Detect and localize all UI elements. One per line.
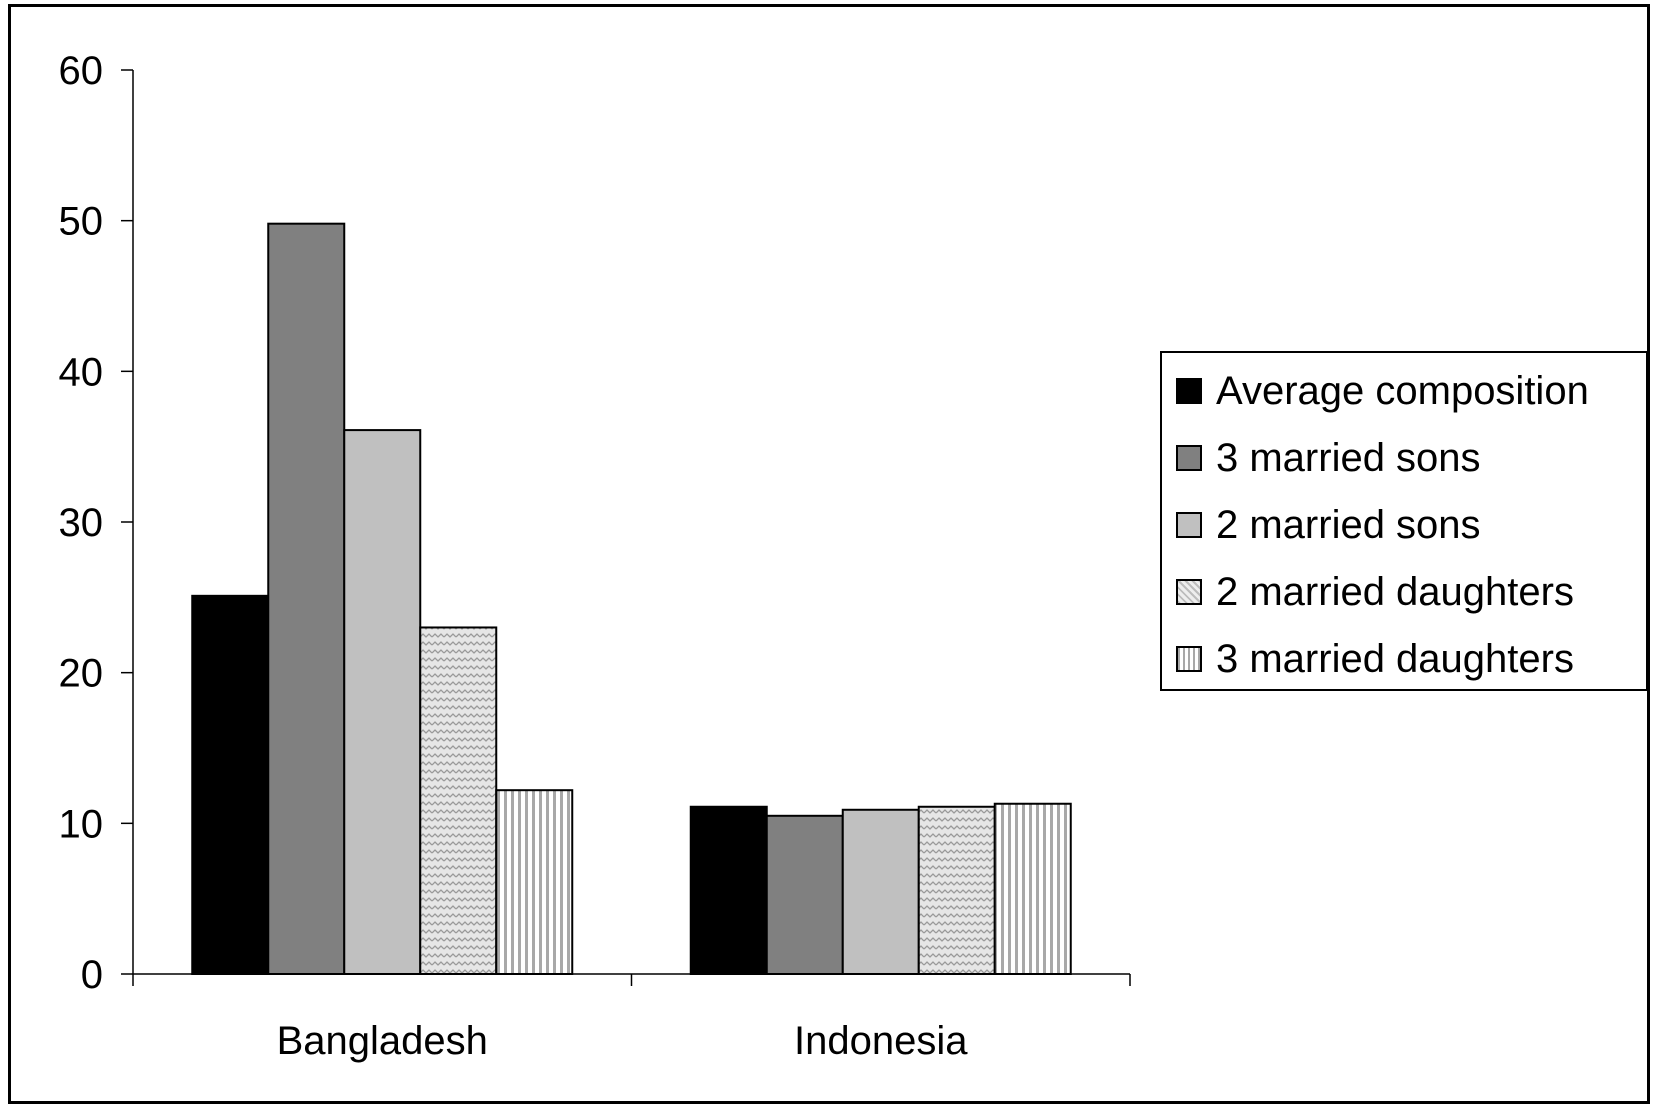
y-tick-label: 10	[59, 802, 104, 846]
legend-label: 2 married sons	[1216, 502, 1481, 547]
legend-swatch	[1176, 579, 1202, 605]
bar-4-2	[917, 805, 996, 976]
legend-label: Average composition	[1216, 368, 1589, 413]
y-tick-label: 60	[59, 49, 104, 93]
legend: Average composition 3 married sons 2 marri…	[1160, 351, 1648, 691]
y-tick-label: 30	[59, 501, 104, 545]
bar-2-1	[267, 222, 346, 975]
legend-swatch	[1176, 646, 1202, 672]
y-tick-label: 0	[81, 953, 103, 997]
legend-label: 3 married daughters	[1216, 636, 1574, 681]
bar-5-2	[993, 802, 1072, 975]
legend-item: 3 married sons	[1176, 428, 1481, 488]
category-label: Indonesia	[794, 1019, 968, 1063]
bar-1-2	[689, 805, 768, 976]
bar-3-1	[343, 429, 422, 975]
legend-item: Average composition	[1176, 361, 1589, 421]
legend-item: 3 married daughters	[1176, 629, 1574, 689]
legend-item: 2 married sons	[1176, 495, 1481, 555]
legend-swatch	[1176, 378, 1202, 404]
legend-swatch	[1176, 512, 1202, 538]
axis-labels: 0 10 20 30 40 50 60 Bangladesh Indonesia	[59, 49, 969, 1063]
y-tick-label: 40	[59, 350, 104, 394]
legend-label: 2 married daughters	[1216, 569, 1574, 614]
bar-5-1	[495, 789, 574, 975]
legend-label: 3 married sons	[1216, 435, 1481, 480]
bar-3-2	[841, 808, 920, 975]
category-label: Bangladesh	[277, 1019, 488, 1063]
legend-item: 2 married daughters	[1176, 562, 1574, 622]
bar-1-1	[191, 594, 270, 975]
y-tick-label: 20	[59, 652, 104, 696]
bar-2-2	[765, 814, 844, 975]
bar-4-1	[419, 626, 498, 975]
legend-swatch	[1176, 445, 1202, 471]
bars	[191, 222, 1072, 976]
y-tick-label: 50	[59, 200, 104, 244]
